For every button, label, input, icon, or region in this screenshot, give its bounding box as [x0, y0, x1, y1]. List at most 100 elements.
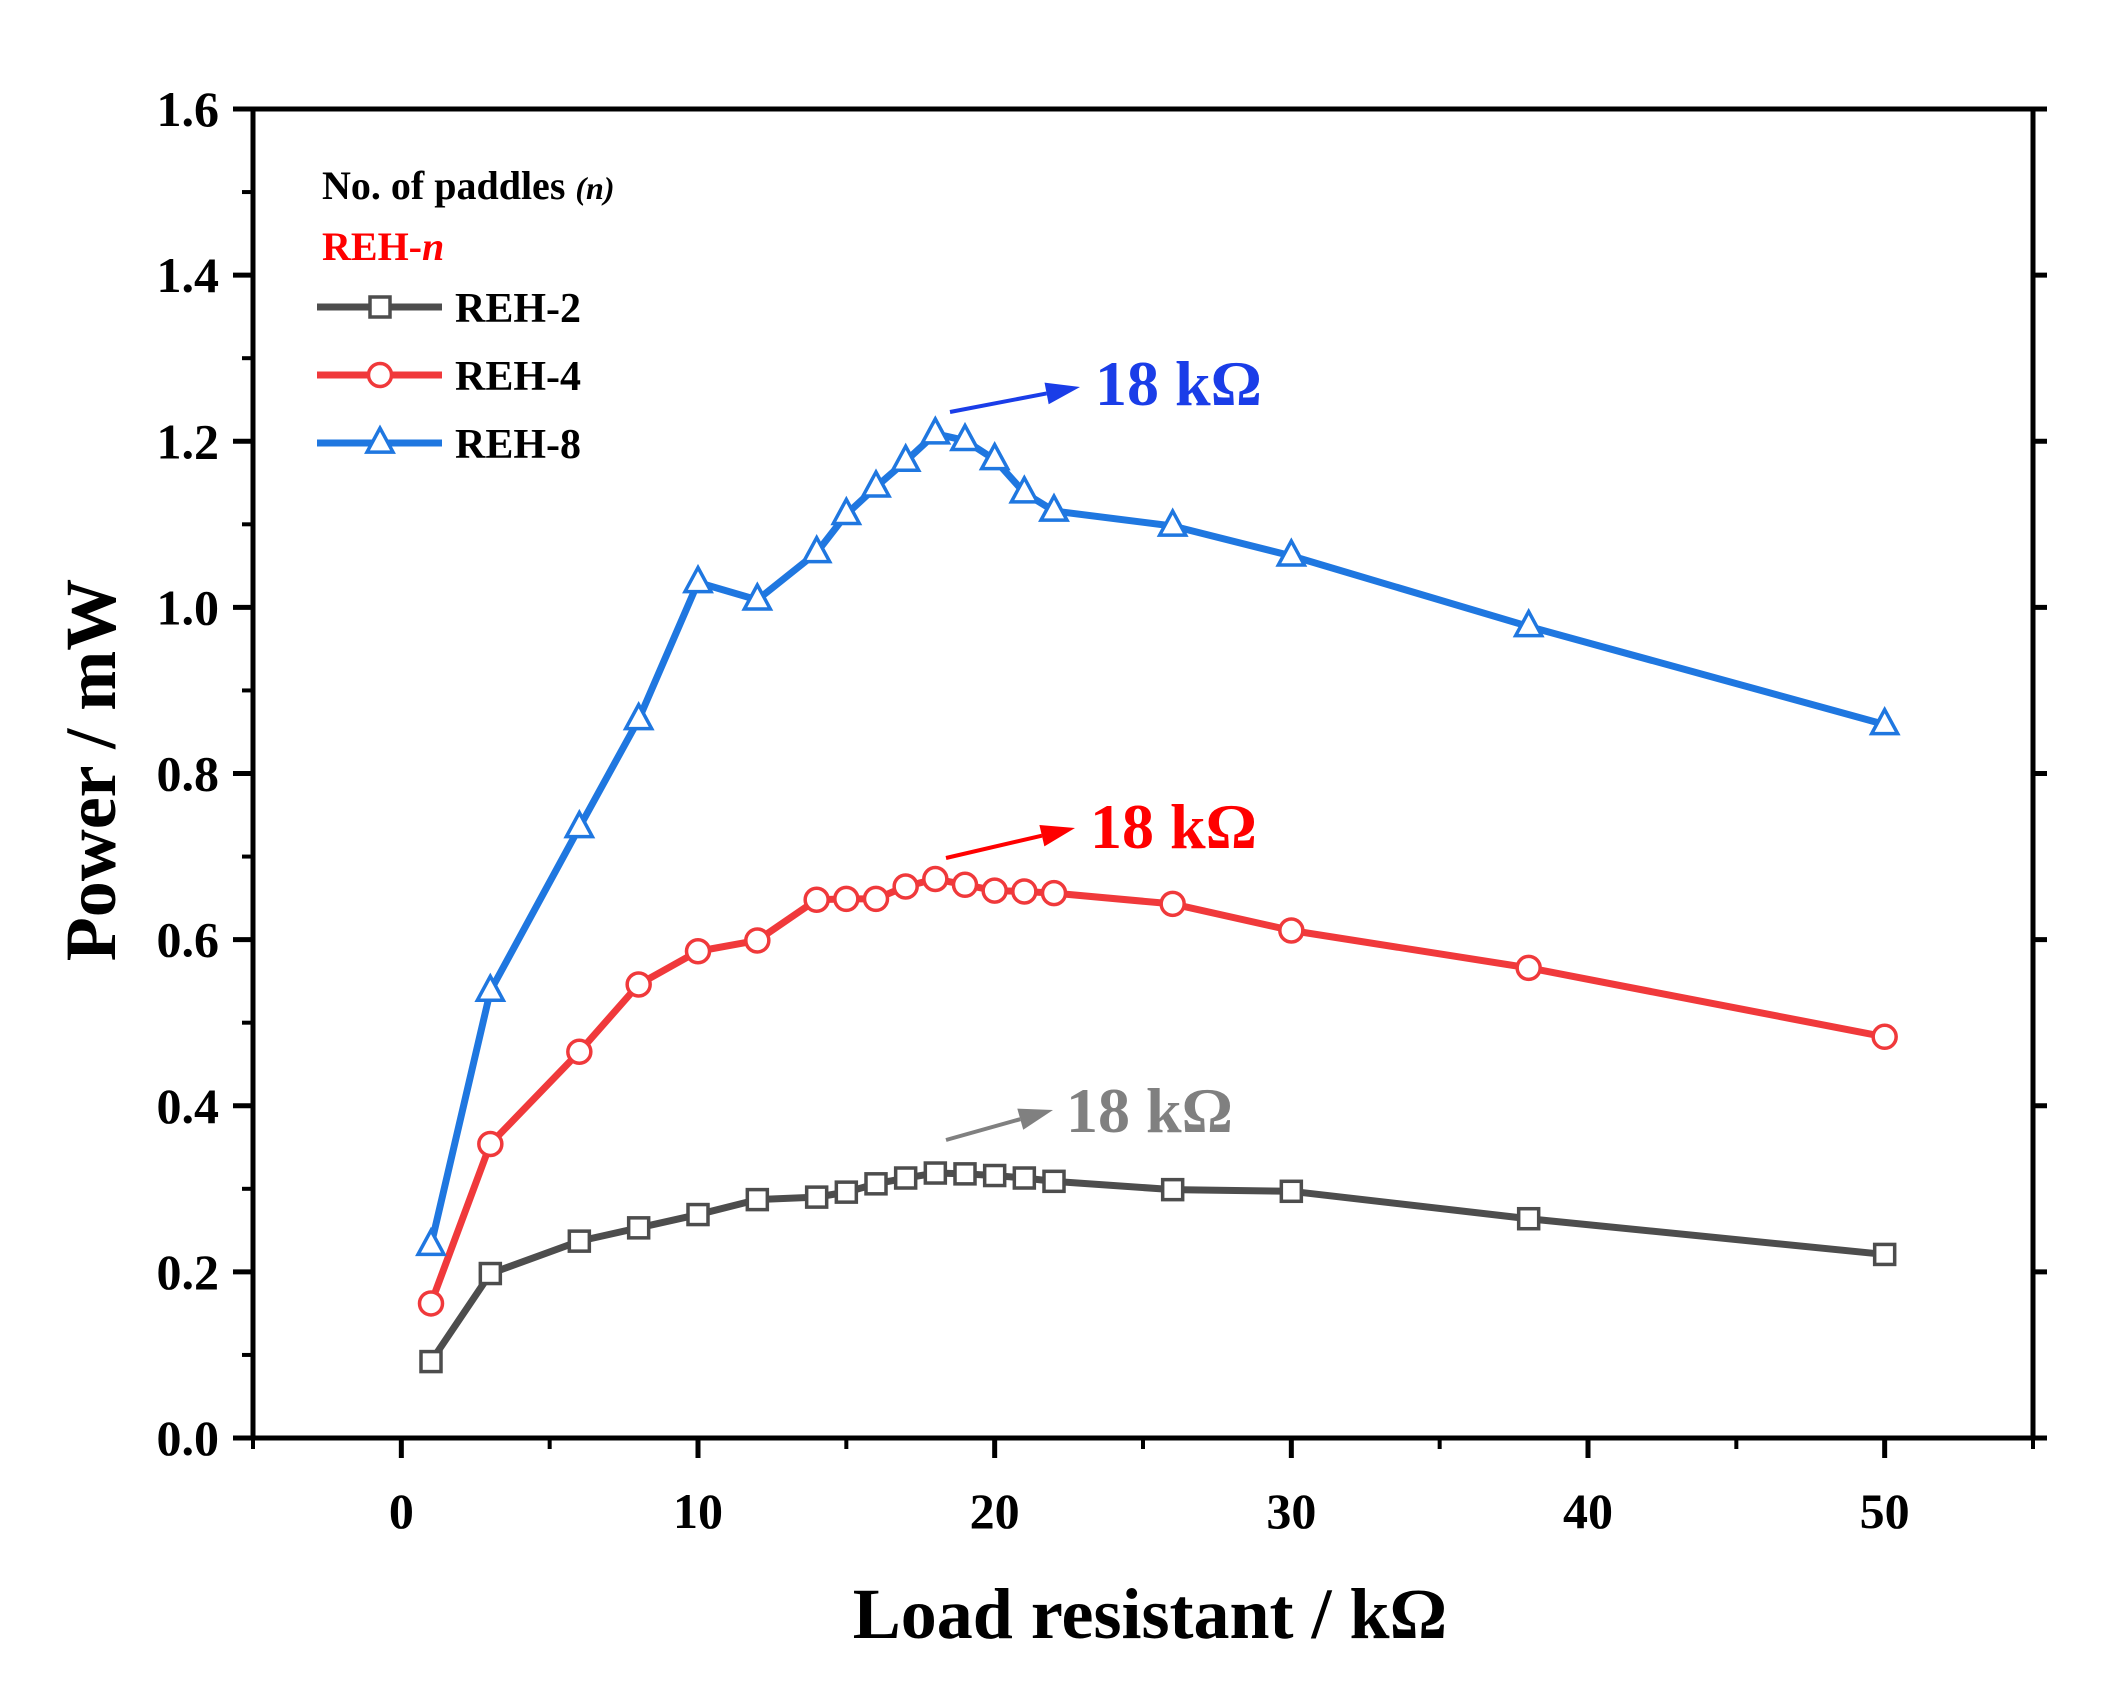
data-point [893, 1166, 918, 1190]
x-tick-label: 50 [1860, 1483, 1910, 1539]
annotation-arrow-head [1039, 824, 1075, 847]
data-point [1868, 705, 1901, 736]
data-point [800, 533, 833, 564]
legend-marker [366, 361, 394, 389]
data-point [951, 871, 979, 899]
data-point [626, 1216, 651, 1240]
annotation-label: 18 kΩ [1095, 348, 1262, 419]
x-axis-title: Load resistant / kΩ [853, 1574, 1447, 1654]
data-point [981, 877, 1008, 904]
data-point [1042, 1169, 1066, 1194]
y-tick-label: 1.4 [157, 247, 220, 303]
data-point [741, 581, 774, 611]
data-point [830, 495, 863, 526]
data-point [1012, 1166, 1037, 1190]
data-point [474, 972, 507, 1002]
y-tick-label: 0.6 [157, 912, 220, 968]
axis-ticks: 0 10 20 30 40 50 0.0 0.2 0.4 0.6 0.8 1.0 1.2 1.4 1.6 [157, 81, 2047, 1539]
data-point [860, 468, 892, 498]
data-point [1516, 1206, 1541, 1231]
data-point [978, 440, 1011, 471]
data-point [1278, 917, 1305, 944]
data-point [417, 1290, 445, 1317]
annotation-arrow-head [1044, 382, 1080, 405]
data-point [478, 1261, 503, 1286]
annotation-reh-4: 18 kΩ [945, 791, 1257, 862]
series-reh-2 [419, 1161, 1897, 1374]
series-line [428, 1169, 1886, 1364]
data-point [864, 1172, 888, 1196]
data-point [1275, 537, 1308, 567]
annotation-arrow-line [949, 391, 1047, 414]
y-tick-label: 0.0 [157, 1410, 220, 1466]
legend-label: REH-8 [455, 422, 581, 468]
data-point [1160, 1177, 1185, 1202]
legend-marker [364, 424, 396, 454]
data-point [1871, 1023, 1898, 1051]
data-point [415, 1226, 447, 1257]
data-point [566, 1038, 593, 1066]
legend-entry-reh-4: REH-4 [317, 354, 581, 400]
data-point [682, 563, 714, 594]
data-point [804, 1185, 829, 1209]
data-point [862, 885, 890, 913]
annotation-layer: 18 kΩ 18 kΩ 18 kΩ [945, 348, 1262, 1146]
data-point [477, 1130, 504, 1158]
data-point [563, 808, 596, 839]
data-point [1040, 879, 1068, 907]
data-point [1159, 890, 1186, 918]
data-point [1512, 607, 1545, 638]
data-point [1008, 474, 1041, 504]
data-point [1011, 878, 1038, 905]
data-point [889, 442, 922, 473]
legend-heading: No. of paddles (n) [322, 163, 615, 208]
data-point [622, 700, 655, 731]
y-tick-label: 0.2 [157, 1244, 220, 1300]
data-point [834, 1180, 859, 1204]
annotation-arrow-head [1017, 1108, 1053, 1130]
annotation-arrow-line [945, 833, 1043, 860]
legend: No. of paddles (n) REH-n REH-2 REH-4 REH-8 [317, 163, 615, 468]
data-point [1872, 1242, 1897, 1267]
data-point [1279, 1179, 1304, 1204]
data-point [684, 938, 712, 965]
data-point [953, 1162, 977, 1186]
y-tick-label: 0.8 [157, 746, 220, 802]
data-point [982, 1163, 1007, 1188]
data-point [1038, 492, 1070, 522]
y-tick-label: 1.2 [157, 413, 220, 469]
x-tick-label: 40 [1563, 1483, 1613, 1539]
legend-label: REH-2 [455, 286, 581, 332]
data-point [1156, 507, 1189, 537]
data-point [923, 1161, 948, 1185]
axis-titles: Load resistant / kΩ Power / mW [51, 579, 1447, 1654]
data-point [567, 1229, 592, 1253]
x-tick-label: 10 [673, 1483, 723, 1539]
legend-marker [368, 295, 392, 319]
data-point [419, 1349, 443, 1374]
annotation-label: 18 kΩ [1066, 1075, 1233, 1146]
legend-label: REH-4 [455, 354, 581, 400]
legend-subheading: REH-n [322, 224, 444, 269]
legend-entry-reh-8: REH-8 [317, 422, 581, 468]
data-point [919, 415, 952, 445]
annotation-reh-8: 18 kΩ [949, 348, 1262, 419]
data-point [949, 421, 981, 452]
x-tick-label: 0 [389, 1483, 414, 1539]
y-tick-label: 1.6 [157, 81, 220, 137]
x-tick-label: 30 [1266, 1483, 1316, 1539]
annotation-label: 18 kΩ [1090, 791, 1257, 862]
data-point [833, 885, 860, 913]
annotation-reh-2: 18 kΩ [945, 1075, 1233, 1146]
data-point [1515, 954, 1542, 982]
y-tick-label: 0.4 [157, 1078, 220, 1134]
data-point [686, 1202, 710, 1227]
data-point [803, 886, 830, 914]
x-tick-label: 20 [970, 1483, 1020, 1539]
annotation-arrow-line [945, 1117, 1021, 1142]
data-point [625, 971, 652, 998]
series-reh-8 [415, 415, 1901, 1257]
y-tick-label: 1.0 [157, 579, 220, 635]
